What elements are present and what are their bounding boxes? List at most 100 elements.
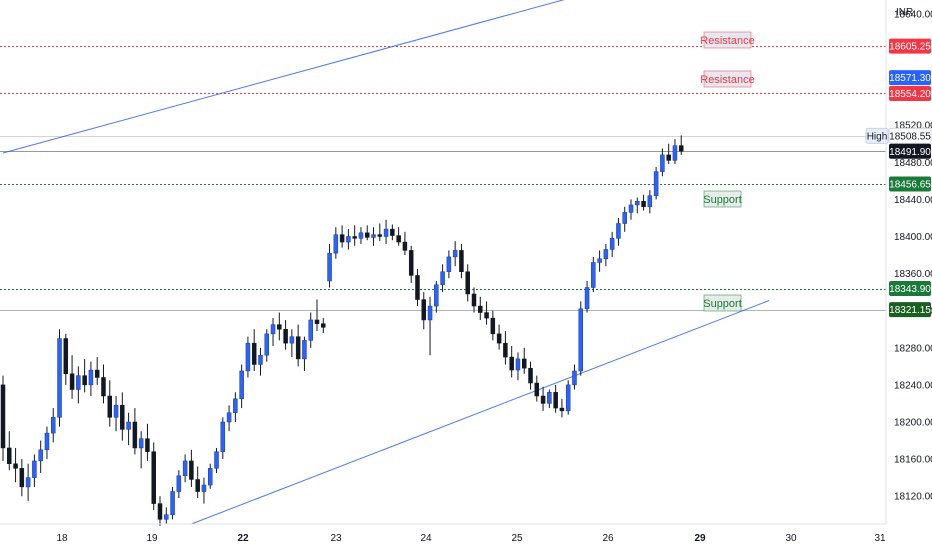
candle bbox=[465, 264, 470, 302]
candle bbox=[565, 380, 571, 415]
candle bbox=[358, 227, 364, 244]
candle bbox=[421, 292, 427, 330]
candle bbox=[32, 454, 37, 487]
support-label[interactable]: Support bbox=[703, 190, 742, 208]
candle bbox=[7, 431, 12, 471]
price-tag-value: 18605.25 bbox=[889, 42, 931, 53]
candle bbox=[245, 336, 251, 378]
price-tag-support: 18456.65 bbox=[889, 176, 931, 192]
candle bbox=[672, 139, 678, 165]
price-tick-label: 18480.00 bbox=[894, 158, 932, 169]
time-tick-label: 24 bbox=[420, 533, 432, 544]
candle bbox=[295, 324, 301, 367]
price-tag-value: 18554.20 bbox=[889, 89, 931, 100]
candle bbox=[264, 329, 270, 362]
candle bbox=[270, 318, 276, 346]
price-tag-value: 18571.30 bbox=[889, 73, 931, 84]
candle bbox=[503, 331, 508, 365]
candle bbox=[490, 310, 496, 341]
candle bbox=[113, 396, 119, 432]
candle bbox=[101, 364, 106, 404]
candle bbox=[452, 241, 458, 267]
candle bbox=[603, 243, 609, 267]
candle bbox=[346, 229, 351, 250]
time-tick-label: 30 bbox=[785, 533, 797, 544]
zone-label-text: Resistance bbox=[700, 74, 754, 86]
candle bbox=[88, 361, 94, 397]
zone-label-text: Resistance bbox=[700, 35, 754, 47]
candle bbox=[446, 250, 452, 279]
price-tag-last: 18491.90 bbox=[889, 143, 931, 159]
candle bbox=[653, 166, 659, 200]
price-tick-label: 18200.00 bbox=[894, 417, 932, 428]
candle bbox=[138, 431, 144, 469]
price-tick-label: 18280.00 bbox=[894, 343, 932, 354]
candle bbox=[63, 333, 69, 385]
candle bbox=[57, 329, 62, 427]
candle bbox=[547, 389, 552, 409]
price-tag-resistance: 18605.25 bbox=[889, 38, 931, 54]
candle bbox=[302, 336, 307, 371]
candle bbox=[94, 357, 100, 385]
candle bbox=[327, 243, 332, 288]
candle bbox=[484, 301, 489, 325]
candle bbox=[628, 199, 634, 220]
price-axis-ticks: 18120.00 18160.00 18200.00 18240.00 18280.00… bbox=[894, 9, 932, 502]
candle bbox=[107, 380, 113, 427]
candle bbox=[496, 324, 502, 350]
candle bbox=[120, 392, 125, 441]
price-tick-label: 18400.00 bbox=[894, 232, 932, 243]
candle bbox=[220, 417, 226, 460]
candle bbox=[195, 466, 200, 499]
candle bbox=[132, 408, 138, 455]
time-tick-label: 19 bbox=[146, 533, 158, 544]
time-axis-ticks[interactable]: 18 19 22 23 24 25 26 29 30 31 bbox=[56, 533, 886, 544]
price-tick-label: 18120.00 bbox=[894, 492, 932, 503]
candle bbox=[126, 412, 131, 446]
candle bbox=[333, 227, 339, 259]
time-tick-label: 18 bbox=[56, 533, 68, 544]
candle bbox=[534, 375, 540, 402]
price-tag-value: 18491.90 bbox=[889, 147, 931, 158]
price-tag-value: 18508.55 bbox=[889, 131, 931, 142]
candle bbox=[314, 299, 320, 332]
candle bbox=[233, 392, 238, 422]
price-tag-value: 18456.65 bbox=[889, 179, 931, 190]
support-label[interactable]: Support bbox=[703, 294, 742, 312]
candle bbox=[13, 447, 18, 483]
candle bbox=[69, 355, 75, 399]
candle bbox=[660, 148, 665, 177]
price-tick-label: 18440.00 bbox=[894, 195, 932, 206]
candle bbox=[339, 225, 345, 248]
candle bbox=[151, 442, 156, 511]
trendline-upper-channel[interactable] bbox=[2, 0, 593, 154]
candle bbox=[251, 329, 257, 371]
candle bbox=[647, 190, 653, 214]
price-tag-support: 18343.90 bbox=[889, 281, 931, 297]
resistance-label[interactable]: Resistance bbox=[700, 31, 755, 49]
resistance-label[interactable]: Resistance bbox=[700, 70, 755, 88]
candle bbox=[189, 449, 194, 487]
candle bbox=[164, 507, 169, 524]
price-tick-label: 18360.00 bbox=[894, 269, 932, 280]
zone-label-text: Support bbox=[703, 194, 742, 206]
trendline-lower-channel[interactable] bbox=[191, 300, 770, 525]
candle bbox=[578, 301, 584, 376]
candle bbox=[207, 463, 213, 489]
candle bbox=[509, 345, 514, 378]
price-tag-value: 18321.15 bbox=[889, 305, 931, 316]
candle bbox=[19, 459, 25, 497]
price-tag-resistance: 18554.20 bbox=[889, 85, 931, 101]
candle bbox=[352, 225, 357, 246]
time-tick-label: 29 bbox=[694, 533, 706, 544]
candle bbox=[515, 352, 521, 381]
candle bbox=[584, 281, 590, 313]
price-tick-label: 18640.00 bbox=[894, 9, 932, 20]
candle bbox=[82, 358, 87, 393]
candle bbox=[308, 312, 313, 348]
high-label: High bbox=[865, 127, 889, 144]
candle bbox=[478, 296, 483, 320]
candle bbox=[25, 463, 31, 501]
candlesticks bbox=[0, 135, 684, 526]
